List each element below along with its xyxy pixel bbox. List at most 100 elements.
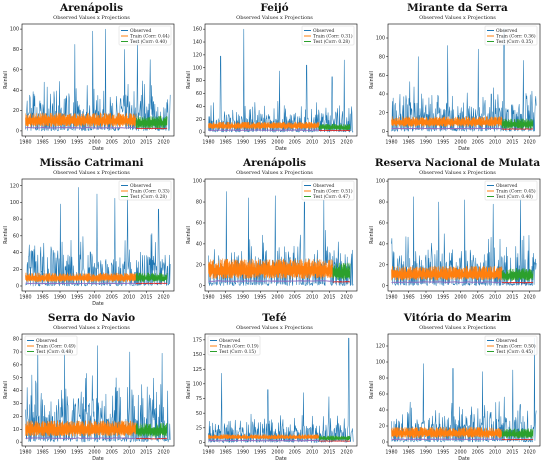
legend-label: Train (Corr: 0.51) [313, 190, 353, 195]
train-projection-line [25, 126, 137, 129]
plot-frame [21, 333, 175, 447]
x-tick-label: 1995 [254, 450, 266, 456]
x-tick-label: 2020 [341, 295, 353, 301]
x-tick-label: 1990 [237, 295, 249, 301]
train-series [25, 112, 137, 127]
legend-label: Train (Corr: 0.50) [496, 345, 536, 350]
chart-plot-8: 0 20 40 60 80 100 120 1980 1985 1990 1995 2000 2005 2… [369, 333, 541, 462]
x-tick-label: 1990 [420, 450, 432, 456]
test-series [135, 115, 168, 129]
x-tick-label: 1980 [385, 450, 397, 456]
legend-label: Observed [313, 29, 334, 34]
series-group [208, 337, 354, 443]
x-tick-label: 2015 [140, 450, 152, 456]
x-tick-label: 1985 [403, 140, 415, 146]
observed-series [25, 28, 171, 132]
y-tick-label: 140 [193, 40, 202, 46]
test-series [135, 422, 168, 438]
y-tick-label: 0 [382, 129, 385, 135]
train-projection-line [208, 280, 333, 282]
x-tick-label: 1980 [202, 140, 214, 146]
x-axis-label: Date [92, 146, 104, 152]
y-tick-label: 80 [379, 200, 385, 206]
test-projection-line [135, 437, 168, 440]
x-tick-label: 1990 [237, 450, 249, 456]
legend-label: Train (Corr: 0.44) [130, 35, 170, 40]
y-tick-label: 100 [376, 36, 385, 42]
x-tick-label: 2015 [506, 140, 518, 146]
chart-title: Serra do Navio [47, 312, 136, 324]
series-group [391, 196, 537, 287]
x-tick-label: 2000 [88, 295, 100, 301]
chart-panel-1: Feijó Observed Values x Projections 0 20 4… [183, 0, 366, 155]
legend-box [484, 180, 538, 201]
y-tick-label: 20 [379, 262, 385, 268]
chart-plot-2: 0 20 40 60 80 100 1980 1985 1990 1995 2000 2005 2010… [369, 23, 541, 152]
x-tick-label: 1985 [403, 295, 415, 301]
x-tick-label: 2005 [106, 450, 118, 456]
x-tick-label: 1990 [54, 295, 66, 301]
y-tick-label: 80 [379, 54, 385, 60]
chart-title: Reserva Nacional de Mulata [374, 157, 541, 169]
plot-frame [21, 23, 175, 137]
x-tick-label: 1980 [19, 450, 31, 456]
x-axis-label: Date [275, 146, 287, 152]
x-axis-label: Date [275, 456, 287, 462]
x-tick-label: 2015 [140, 140, 152, 146]
x-tick-label: 2005 [106, 140, 118, 146]
y-tick-label: 0 [199, 440, 202, 446]
y-tick-label: 0 [199, 283, 202, 289]
chart-plot-4: 0 20 40 60 80 100 1980 1985 1990 1995 2000 2005 2010… [186, 179, 358, 301]
y-tick-label: 20 [379, 424, 385, 430]
x-tick-label: 2015 [323, 295, 335, 301]
legend-box [484, 335, 538, 356]
chart-subtitle: Observed Values x Projections [419, 15, 496, 21]
y-tick-label: 20 [13, 414, 19, 420]
chart-subtitle: Observed Values x Projections [419, 170, 496, 176]
x-tick-label: 1990 [54, 450, 66, 456]
chart-plot-5: 0 20 40 60 80 100 1980 1985 1990 1995 2000 2005 2010… [369, 179, 541, 301]
y-axis-label: Rainfall [186, 381, 192, 399]
y-tick-label: 100 [193, 381, 202, 387]
y-tick-label: 30 [13, 401, 19, 407]
chart-plot-1: 0 20 40 60 80 100 120 140 160 1980 1985 1990 1995 200… [186, 23, 358, 152]
legend-box [118, 25, 172, 46]
y-tick-label: 120 [193, 52, 202, 58]
legend-box [484, 25, 538, 46]
test-series [135, 272, 168, 282]
series-group [208, 28, 354, 133]
x-tick-label: 2005 [472, 140, 484, 146]
y-tick-label: 25 [196, 425, 202, 431]
x-tick-label: 2005 [289, 450, 301, 456]
y-tick-label: 100 [376, 360, 385, 366]
chart-plot-0: 0 20 40 60 80 100 1980 1985 1990 1995 2000 2005 2010… [3, 23, 175, 152]
train-series [25, 272, 137, 282]
x-tick-label: 2000 [271, 295, 283, 301]
chart-subtitle: Observed Values x Projections [236, 15, 313, 21]
x-tick-label: 1995 [254, 295, 266, 301]
y-axis-label: Rainfall [369, 71, 375, 89]
x-tick-label: 2010 [489, 295, 501, 301]
x-tick-label: 1990 [54, 140, 66, 146]
y-tick-label: 0 [382, 440, 385, 446]
series-group [391, 28, 537, 132]
x-axis-label: Date [458, 146, 470, 152]
train-series [391, 426, 503, 438]
x-axis-label: Date [92, 301, 104, 307]
chart-panel-5: Reserva Nacional de Mulata Observed Valu… [366, 155, 549, 310]
legend-label: Test (Corr: 0.47) [313, 195, 350, 200]
x-tick-label: 2010 [306, 140, 318, 146]
legend-box [118, 180, 172, 201]
x-tick-label: 2010 [306, 450, 318, 456]
y-tick-label: 120 [376, 344, 385, 350]
x-tick-label: 2000 [454, 295, 466, 301]
x-tick-label: 2015 [506, 295, 518, 301]
x-tick-label: 1980 [19, 140, 31, 146]
chart-panel-6: Serra do Navio Observed Values x Project… [0, 310, 183, 465]
x-axis-label: Date [92, 456, 104, 462]
legend-label: Train (Corr: 0.49) [36, 345, 76, 350]
plot-frame [387, 23, 541, 137]
y-axis-label: Rainfall [369, 226, 375, 244]
y-tick-label: 10 [13, 427, 19, 433]
y-tick-label: 40 [379, 408, 385, 414]
